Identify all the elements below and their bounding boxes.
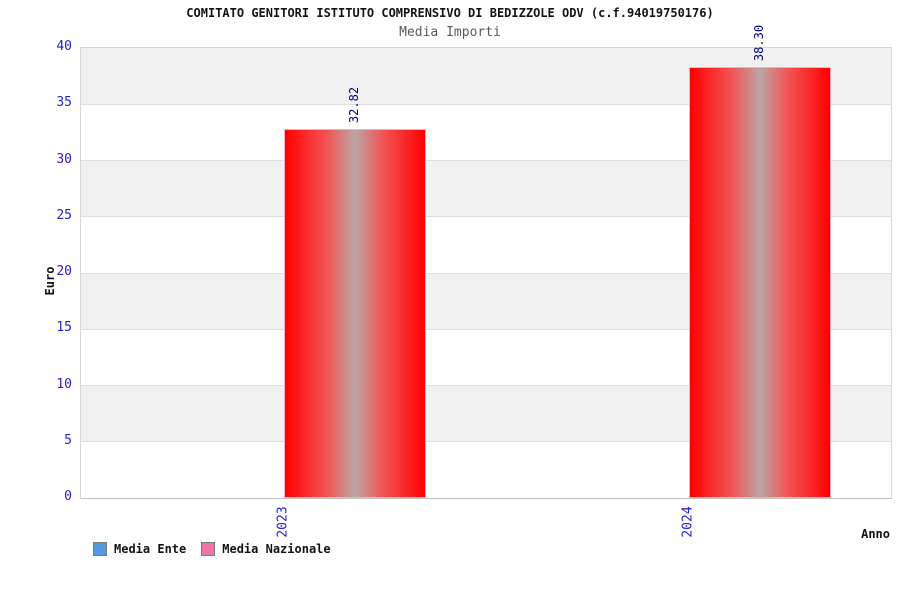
y-tick-label: 25 (56, 207, 72, 223)
gridline (81, 272, 891, 274)
x-tick-2024: 2024 (680, 506, 695, 538)
gridline (81, 441, 891, 443)
y-tick-label: 35 (56, 95, 72, 111)
x-tick-2023: 2023 (275, 506, 290, 538)
gridline (81, 103, 891, 105)
gridline (81, 328, 891, 330)
bar-value-label: 32.82 (346, 86, 361, 123)
legend-item-media-ente: Media Ente (93, 542, 186, 556)
y-tick-label: 20 (56, 264, 72, 279)
plot-area (80, 47, 892, 499)
y-tick-label: 0 (64, 489, 72, 504)
y-tick-label: 15 (56, 320, 72, 336)
bar-2024 (688, 67, 831, 498)
gridline (81, 216, 891, 218)
legend-label: Media Ente (114, 542, 187, 556)
legend: Media Ente Media Nazionale (93, 542, 331, 556)
y-tick-label: 30 (56, 151, 72, 167)
gridline (81, 160, 891, 161)
legend-swatch (201, 542, 216, 556)
y-tick-label: 40 (56, 39, 72, 54)
legend-swatch (93, 542, 107, 556)
gridline (81, 385, 891, 386)
legend-label: Media Nazionale (222, 542, 331, 556)
chart-title: COMITATO GENITORI ISTITUTO COMPRENSIVO D… (186, 6, 714, 20)
y-tick-label: 10 (56, 376, 72, 392)
x-axis-title: Anno (861, 527, 890, 541)
legend-item-media-nazionale: Media Nazionale (201, 542, 331, 556)
bar-2023 (283, 128, 426, 498)
bar-value-label: 38.30 (751, 25, 766, 62)
y-tick-label: 5 (64, 432, 72, 448)
chart-subtitle: Media Importi (399, 25, 501, 40)
